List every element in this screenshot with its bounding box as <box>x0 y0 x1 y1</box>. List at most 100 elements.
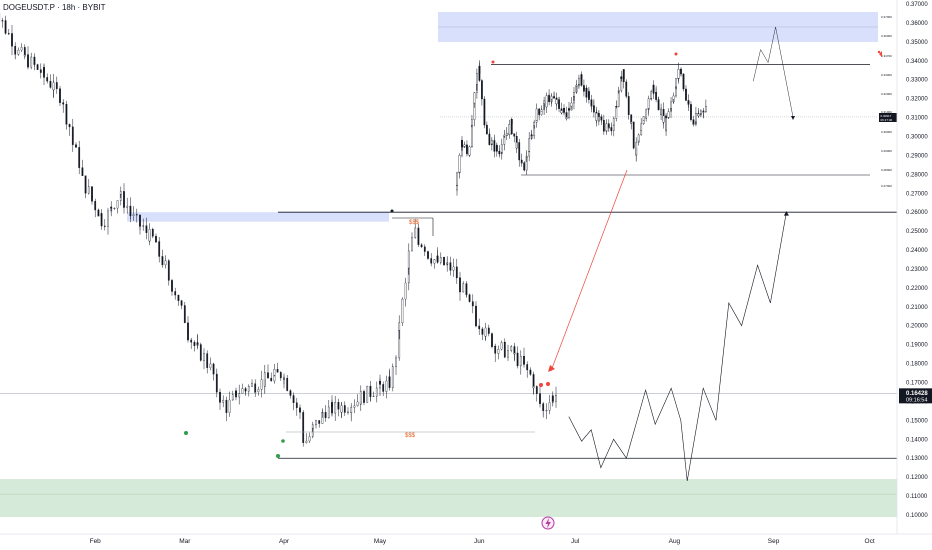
candle <box>59 85 61 107</box>
inset-candle <box>667 108 670 119</box>
y-tick-label: 0.20000 <box>906 324 928 330</box>
candle <box>203 348 205 370</box>
candle <box>151 227 154 239</box>
candle-body <box>161 256 164 266</box>
y-tick-label: 0.34000 <box>906 59 928 65</box>
inset-candle <box>575 83 578 94</box>
x-tick-label: Jun <box>474 538 485 545</box>
candle <box>379 374 381 385</box>
inset-candle-body <box>568 108 570 111</box>
candle-body <box>39 69 42 73</box>
candle <box>305 433 308 444</box>
inset-candle <box>622 69 625 89</box>
inset-candle <box>563 107 565 115</box>
candle-body <box>481 328 484 335</box>
inset-candle-body <box>515 142 518 149</box>
candle <box>475 310 477 328</box>
inset-candle-body <box>570 102 573 107</box>
y-tick-label: 0.37000 <box>906 2 928 8</box>
candle-body <box>14 50 17 55</box>
inset-candle-body <box>590 99 593 107</box>
inset-candle-body <box>555 99 558 105</box>
y-tick-label: 0.29000 <box>906 153 928 159</box>
inset-candle-body <box>573 92 575 97</box>
inset-candle-body <box>612 118 615 126</box>
inset-candle <box>642 116 645 121</box>
candle <box>427 251 429 260</box>
candle <box>385 375 388 399</box>
candle-body <box>299 407 301 413</box>
candle <box>27 46 29 70</box>
inset-candle-body <box>478 65 481 81</box>
inset-candle-body <box>645 109 648 119</box>
candle <box>337 398 340 417</box>
candle-body <box>427 252 429 259</box>
candle <box>507 344 509 362</box>
inset-candle-body <box>700 110 702 115</box>
x-tick-label: Sep <box>768 538 780 545</box>
candle <box>539 386 541 408</box>
y-tick-label: 0.28000 <box>906 172 928 178</box>
candle-body <box>49 80 52 88</box>
inset-candle <box>578 74 580 89</box>
candle-body <box>139 225 141 227</box>
candle-body <box>391 366 394 388</box>
candle-body <box>126 205 129 208</box>
candle-body <box>158 241 161 257</box>
inset-candle-body <box>583 88 585 92</box>
inset-candle <box>675 77 677 90</box>
inset-candle-body <box>481 89 483 100</box>
inset-candle-body <box>647 98 650 109</box>
inset-candle-body <box>640 123 643 131</box>
candle-body <box>231 394 234 401</box>
inset-candle-body <box>588 91 590 100</box>
inset-candle <box>533 121 536 129</box>
inset-candle <box>468 145 471 158</box>
candle <box>110 206 113 217</box>
candle-body <box>177 299 180 301</box>
inset-candle <box>538 111 541 121</box>
candle <box>443 256 445 267</box>
candle <box>439 252 442 265</box>
candle-body <box>523 355 525 363</box>
inset-candle-body <box>660 108 662 115</box>
candle-body <box>545 410 548 412</box>
candle-body <box>302 427 305 443</box>
candle-body <box>215 375 218 393</box>
candle-body <box>257 389 260 392</box>
inset-candle <box>602 125 605 132</box>
inset-candle <box>476 68 478 91</box>
candle-body <box>219 391 221 403</box>
candle-body <box>241 388 244 394</box>
inset-candle <box>545 92 548 108</box>
candle-body <box>366 385 369 403</box>
inset-candle <box>617 86 620 94</box>
inset-candle-body <box>461 140 463 148</box>
inset-candle-body <box>528 138 531 152</box>
inset-candle <box>463 141 466 149</box>
candle <box>187 326 189 343</box>
candle <box>375 381 378 403</box>
inset-candle <box>650 89 653 99</box>
candle-body <box>423 246 426 252</box>
candle <box>36 63 39 71</box>
candle <box>334 396 337 421</box>
inset-candle-body <box>473 92 476 104</box>
candle-body <box>414 227 417 238</box>
y-tick-label: 0.36000 <box>906 21 928 27</box>
candle-body <box>500 342 503 350</box>
candle <box>401 297 404 327</box>
inset-y-tick-label: 0.33000 <box>881 73 892 77</box>
candle <box>411 232 413 252</box>
candle <box>215 370 218 398</box>
candle <box>260 370 263 398</box>
candle <box>311 423 314 433</box>
inset-candle-body <box>617 90 620 92</box>
y-tick-label: 0.32000 <box>906 97 928 103</box>
inset-candle-body <box>538 108 541 113</box>
inset-candle <box>508 119 511 137</box>
candle-body <box>279 372 282 379</box>
candle-body <box>164 260 167 266</box>
inset-candle-body <box>672 95 675 100</box>
